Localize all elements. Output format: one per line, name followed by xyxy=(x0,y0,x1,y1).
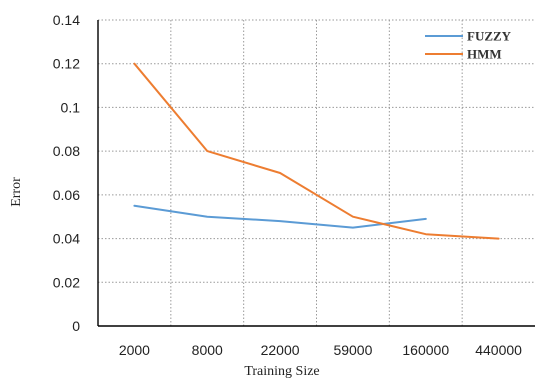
x-tick-label: 440000 xyxy=(475,342,522,358)
y-tick-label: 0.12 xyxy=(53,56,80,72)
x-tick-label: 2000 xyxy=(119,342,150,358)
grid-lines xyxy=(98,19,535,326)
x-tick-label: 160000 xyxy=(402,342,449,358)
y-axis-title: Error xyxy=(9,177,24,207)
y-tick-label: 0.02 xyxy=(53,274,80,290)
y-tick-label: 0 xyxy=(72,318,80,334)
x-axis-title: Training Size xyxy=(244,364,319,378)
series-line-hmm xyxy=(133,62,500,240)
legend: FUZZY HMM xyxy=(425,29,512,62)
legend-label-hmm: HMM xyxy=(467,47,502,62)
x-tick-label: 59000 xyxy=(333,342,372,358)
series-lines xyxy=(133,62,500,240)
y-tick-label: 0.06 xyxy=(53,187,80,203)
y-tick-label: 0.04 xyxy=(53,231,80,247)
tick-labels: 0 0.02 0.04 0.06 0.08 0.1 0.12 0.14 2000 8000 2200… xyxy=(53,12,522,358)
axes xyxy=(97,20,535,327)
legend-label-fuzzy: FUZZY xyxy=(467,29,512,44)
series-line-fuzzy xyxy=(133,204,427,229)
y-tick-label: 0.14 xyxy=(53,12,80,28)
y-tick-label: 0.08 xyxy=(53,143,80,159)
x-tick-label: 22000 xyxy=(261,342,300,358)
y-tick-label: 0.1 xyxy=(61,99,81,115)
x-tick-label: 8000 xyxy=(192,342,223,358)
